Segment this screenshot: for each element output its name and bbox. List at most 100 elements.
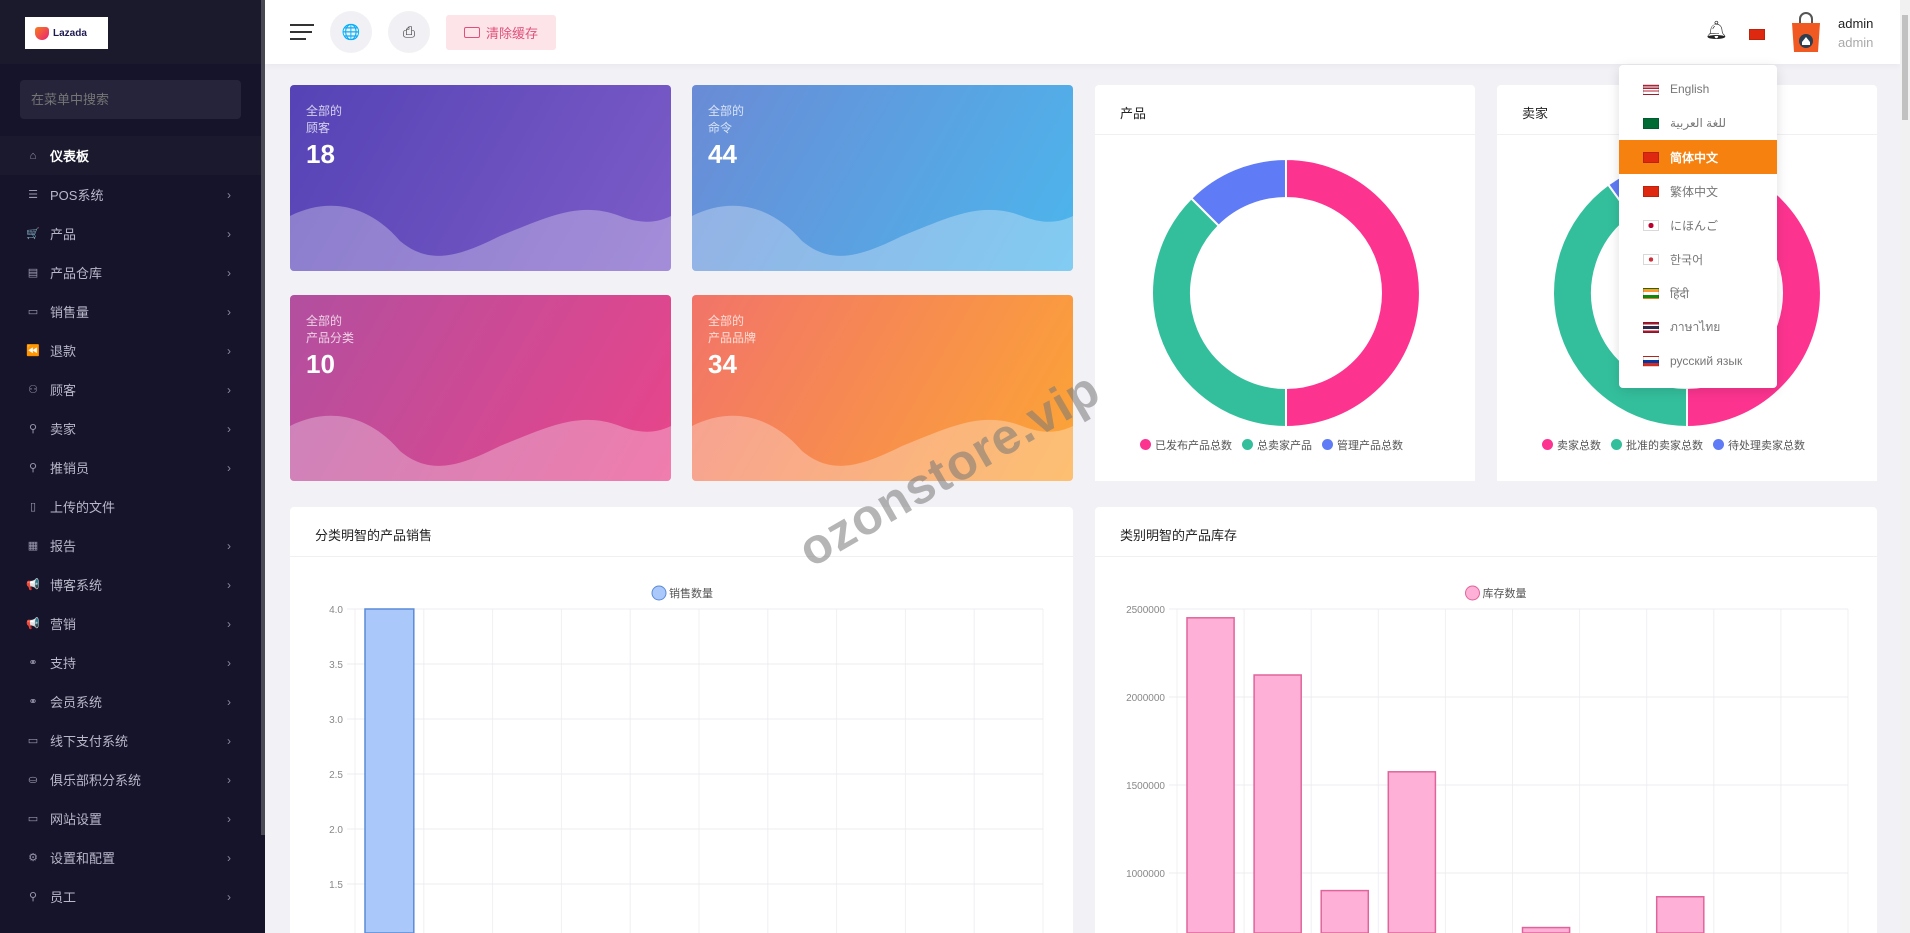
avatar[interactable] [1790,12,1822,54]
globe-button[interactable]: 🌐 [330,11,372,53]
chevron-right-icon: › [227,226,231,241]
sidebar: Lazada ⌂ 仪表板 ☰ POS系统 › 🛒 产品 › ▤ 产品仓库 › ▭ 销售量 › ⏪ 退款 › ⚇ 顾客… [0,0,265,933]
sidebar-item-label: 支持 [50,656,77,671]
bar[interactable] [1387,771,1437,933]
notification-bell-icon[interactable]: 🔔︎ [1705,20,1728,40]
chart-legend: 卖家总数 批准的卖家总数 待处理卖家总数 [1542,437,1805,453]
bar[interactable] [1655,896,1705,933]
printer-icon: ⎙ [402,23,415,41]
legend-item[interactable]: 管理产品总数 [1322,437,1403,453]
language-option[interactable]: にほんご [1619,208,1777,242]
stat-value: 34 [708,349,737,379]
sidebar-item-label: 卖家 [50,422,77,437]
sidebar-item-label: 员工 [50,890,77,905]
language-option[interactable]: हिंदी [1619,276,1777,310]
sidebar-header: Lazada [0,0,265,64]
stat-card[interactable]: 全部的 产品分类 10 [290,295,671,481]
language-flag-button[interactable] [1749,27,1765,45]
stat-label: 全部的 命令 [708,104,745,135]
ru-flag-icon [1643,355,1659,367]
cn-flag-icon [1643,151,1659,163]
chevron-right-icon: › [227,694,231,709]
sidebar-item[interactable]: ⚭ 支持 › [0,643,261,682]
th-flag-icon [1643,321,1659,333]
chevron-right-icon: › [227,811,231,826]
sidebar-item[interactable]: ⚲ 卖家 › [0,409,261,448]
sidebar-item[interactable]: ⚲ 员工 › [0,877,261,916]
sidebar-item-label: 网站设置 [50,812,103,827]
sidebar-item[interactable]: ☰ POS系统 › [0,175,261,214]
sidebar-item[interactable]: ▭ 销售量 › [0,292,261,331]
sidebar-item[interactable]: ⚙ 设置和配置 › [0,838,261,877]
legend-item[interactable]: 卖家总数 [1542,437,1601,453]
sidebar-item[interactable]: ⏪ 退款 › [0,331,261,370]
donut-slice[interactable] [1285,157,1421,429]
sidebar-item-label: 俱乐部积分系统 [50,773,142,788]
legend-label[interactable]: 销售数量 [669,586,713,600]
menu-toggle-icon[interactable] [290,24,314,45]
sidebar-item[interactable]: ▭ 线下支付系统 › [0,721,261,760]
wave-decoration [290,415,671,481]
sidebar-item[interactable]: ▦ 报告 › [0,526,261,565]
sidebar-item[interactable]: 🛒 产品 › [0,214,261,253]
stat-card[interactable]: 全部的 产品品牌 34 [692,295,1073,481]
bar[interactable] [1186,617,1235,933]
legend-label[interactable]: 库存数量 [1483,586,1527,600]
users-icon: ⚇ [28,384,38,396]
sidebar-item[interactable]: 📢 营销 › [0,604,261,643]
link-icon: ⚭ [28,657,38,669]
bar[interactable] [364,608,415,933]
sidebar-item-label: 线下支付系统 [50,734,129,749]
bar[interactable] [1320,889,1370,933]
language-option[interactable]: ภาษาไทย [1619,310,1777,344]
donut-slice[interactable] [1552,183,1688,429]
legend-item[interactable]: 已发布产品总数 [1140,437,1232,453]
legend-item[interactable]: 总卖家产品 [1242,437,1312,453]
y-tick-label: 3.0 [329,715,343,726]
page-scrollbar[interactable] [1900,0,1910,933]
donut-slice[interactable] [1151,196,1287,429]
language-option[interactable]: 繁体中文 [1619,174,1777,208]
print-button[interactable]: ⎙ [388,11,430,53]
logo[interactable]: Lazada [25,17,108,49]
legend-label: 批准的卖家总数 [1626,440,1703,452]
menu-search-input[interactable] [20,80,241,119]
y-tick-label: 1.5 [329,880,343,891]
sidebar-item[interactable]: ⛀ 俱乐部积分系统 › [0,760,261,799]
sidebar-item[interactable]: ▭ 网站设置 › [0,799,261,838]
donut-slice[interactable] [1189,157,1287,228]
legend-item[interactable]: 待处理卖家总数 [1713,437,1805,453]
sidebar-scrollbar[interactable] [261,0,265,835]
chevron-right-icon: › [227,616,231,631]
user-name[interactable]: admin [1838,16,1874,31]
sidebar-item[interactable]: ▯ 上传的文件 [0,487,261,526]
sidebar-item[interactable]: 📢 博客系统 › [0,565,261,604]
wave-decoration [692,415,1073,481]
sidebar-item[interactable]: ▤ 产品仓库 › [0,253,261,292]
sidebar-item[interactable]: ⚲ 推销员 › [0,448,261,487]
language-option[interactable]: English [1619,72,1777,106]
legend-label: 总卖家产品 [1257,440,1312,452]
clear-cache-button[interactable]: 清除缓存 [446,15,556,50]
language-option[interactable]: 简体中文 [1619,140,1777,174]
china-flag-icon [1749,29,1765,40]
card-title: 类别明智的产品库存 [1095,507,1877,557]
legend-label: 待处理卖家总数 [1728,440,1805,452]
sidebar-item[interactable]: ⚇ 顾客 › [0,370,261,409]
sidebar-item[interactable]: ⌂ 仪表板 [0,136,261,175]
language-option[interactable]: للغة العربية [1619,106,1777,140]
y-tick-label: 2500000 [1126,605,1165,616]
legend-dot [1611,439,1622,450]
language-option[interactable]: 한국어 [1619,242,1777,276]
legend-item[interactable]: 批准的卖家总数 [1611,437,1703,453]
bar[interactable] [1253,674,1302,933]
bar[interactable] [1521,926,1571,933]
language-option[interactable]: русский язык [1619,344,1777,378]
stat-label: 全部的 顾客 [306,104,343,135]
language-dropdown: English للغة العربية 简体中文 繁体中文 にほんご 한국어 हिंदी ภ… [1619,65,1777,388]
sidebar-item[interactable]: ⚭ 会员系统 › [0,682,261,721]
stat-card[interactable]: 全部的 命令 44 [692,85,1073,271]
chevron-right-icon: › [227,421,231,436]
stat-card[interactable]: 全部的 顾客 18 [290,85,671,271]
us-flag-icon [1643,83,1659,95]
